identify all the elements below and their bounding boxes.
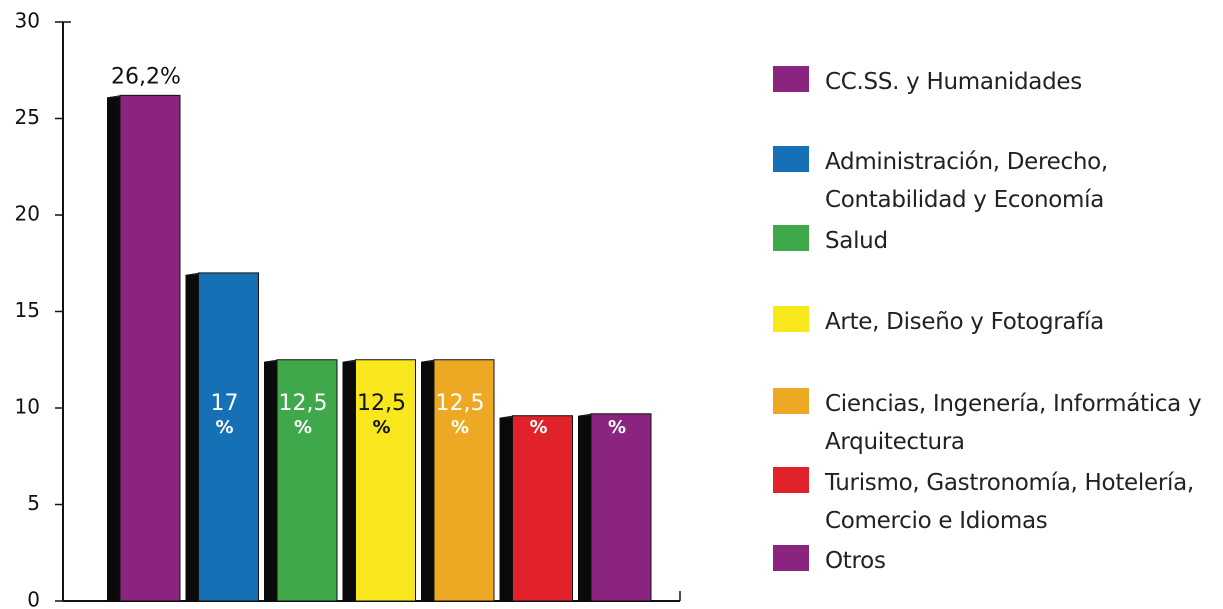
y-tick-label: 15 — [15, 298, 40, 322]
value-label: 12,5% — [436, 391, 485, 438]
y-tick-label: 20 — [15, 202, 40, 226]
bar — [276, 359, 338, 602]
bar — [355, 359, 416, 602]
value-label-part: % — [451, 417, 469, 438]
value-label-part: 17 — [211, 391, 239, 416]
value-label-part: 12,5 — [357, 391, 406, 416]
value-label-part: 12,5 — [279, 391, 328, 416]
legend-swatch — [773, 225, 809, 251]
bar-side — [499, 415, 513, 601]
legend-entry: CC.SS. y Humanidades — [773, 63, 1218, 101]
legend-label: Salud — [825, 228, 888, 254]
y-tick-label: 10 — [15, 395, 40, 419]
value-label-part: 9,6 — [521, 391, 556, 416]
legend-entry: Administración, Derecho, Contabilidad y … — [773, 143, 1218, 219]
y-tick-label: 5 — [27, 491, 40, 515]
legend-entry: Ciencias, Ingenería, Informática y Arqui… — [773, 385, 1218, 461]
value-label: 9,7% — [600, 391, 635, 438]
legend-swatch — [773, 66, 809, 92]
bar-side — [342, 359, 356, 601]
legend-swatch — [773, 545, 809, 571]
bar-side — [264, 359, 277, 601]
legend-swatch — [773, 467, 809, 493]
bar — [119, 94, 181, 602]
legend-label: Turismo, Gastronomía, Hotelería, Comerci… — [825, 470, 1194, 534]
bar-side — [185, 272, 199, 601]
bar-side — [421, 359, 434, 601]
bar — [590, 413, 652, 602]
bar — [512, 415, 573, 602]
value-label: 9,6% — [521, 391, 556, 438]
value-label: 26,2% — [111, 64, 181, 89]
value-label-part: % — [215, 417, 233, 438]
value-label-part: 12,5 — [436, 391, 485, 416]
value-label-part: 26,2% — [111, 64, 181, 89]
legend-entry: Salud — [773, 222, 1218, 260]
bar — [198, 272, 259, 602]
value-label-part: 9,7 — [600, 391, 635, 416]
value-label: 12,5% — [357, 391, 406, 438]
value-label-part: % — [372, 417, 390, 438]
value-label: 17% — [211, 391, 239, 438]
value-label-part: % — [294, 417, 312, 438]
legend-swatch — [773, 388, 809, 414]
legend-swatch — [773, 146, 809, 172]
legend-entry: Arte, Diseño y Fotografía — [773, 303, 1218, 341]
value-label: 12,5% — [279, 391, 328, 438]
legend-entry: Otros — [773, 542, 1218, 580]
legend-swatch — [773, 306, 809, 332]
y-tick-label: 0 — [27, 588, 40, 609]
legend-label: Ciencias, Ingenería, Informática y Arqui… — [825, 391, 1202, 455]
y-tick-label: 30 — [15, 9, 40, 33]
y-tick-label: 25 — [15, 105, 40, 129]
bar-side — [107, 95, 120, 601]
bar — [433, 359, 495, 602]
legend-label: Arte, Diseño y Fotografía — [825, 309, 1104, 335]
legend-label: CC.SS. y Humanidades — [825, 69, 1082, 95]
legend-label: Administración, Derecho, Contabilidad y … — [825, 149, 1108, 213]
legend-label: Otros — [825, 548, 886, 574]
legend-entry: Turismo, Gastronomía, Hotelería, Comerci… — [773, 464, 1218, 540]
bar-side — [578, 413, 591, 601]
value-label-part: % — [529, 417, 547, 438]
value-label-part: % — [608, 417, 626, 438]
